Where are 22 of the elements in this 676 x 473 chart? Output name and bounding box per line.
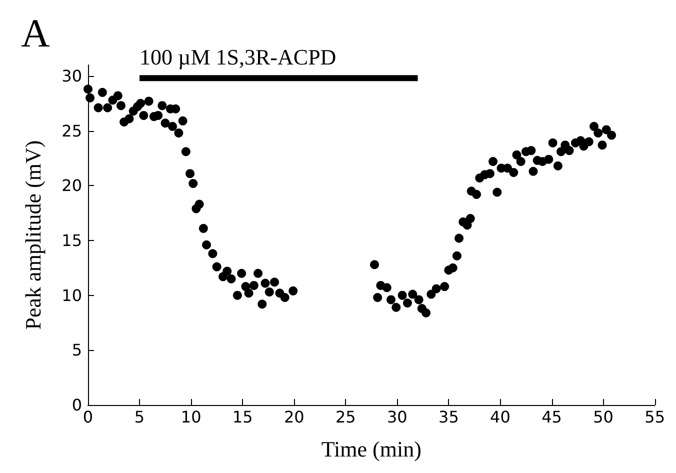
series-label: 100 µM 1S,3R-ACPD [140,44,336,70]
x-tick-label: 5 [134,408,145,426]
x-tick-label: 15 [232,408,253,426]
y-axis-title: Peak amplitude (mV) [20,140,46,330]
x-tick-label: 55 [644,408,665,426]
y-tick-label: 15 [62,230,82,250]
chart-title: A [21,10,50,56]
y-tick-label: 25 [62,121,82,140]
y-tick-label: 5 [72,340,82,360]
x-tick-label: 35 [438,408,459,426]
x-tick-label: 45 [542,408,562,426]
y-tick-label: 0 [72,396,82,414]
x-tick-label: 40 [490,408,510,426]
x-tick-label: 25 [335,408,356,426]
x-tick-label: 20 [284,408,304,426]
x-tick-label: 30 [386,408,408,426]
y-tick-label: 30 [62,66,82,86]
x-tick-label: 50 [593,408,614,426]
x-axis-title: Time (min) [321,436,422,462]
x-tick-label: 10 [180,408,202,426]
y-tick-label: 10 [62,286,82,305]
y-tick-label: 20 [62,176,82,196]
